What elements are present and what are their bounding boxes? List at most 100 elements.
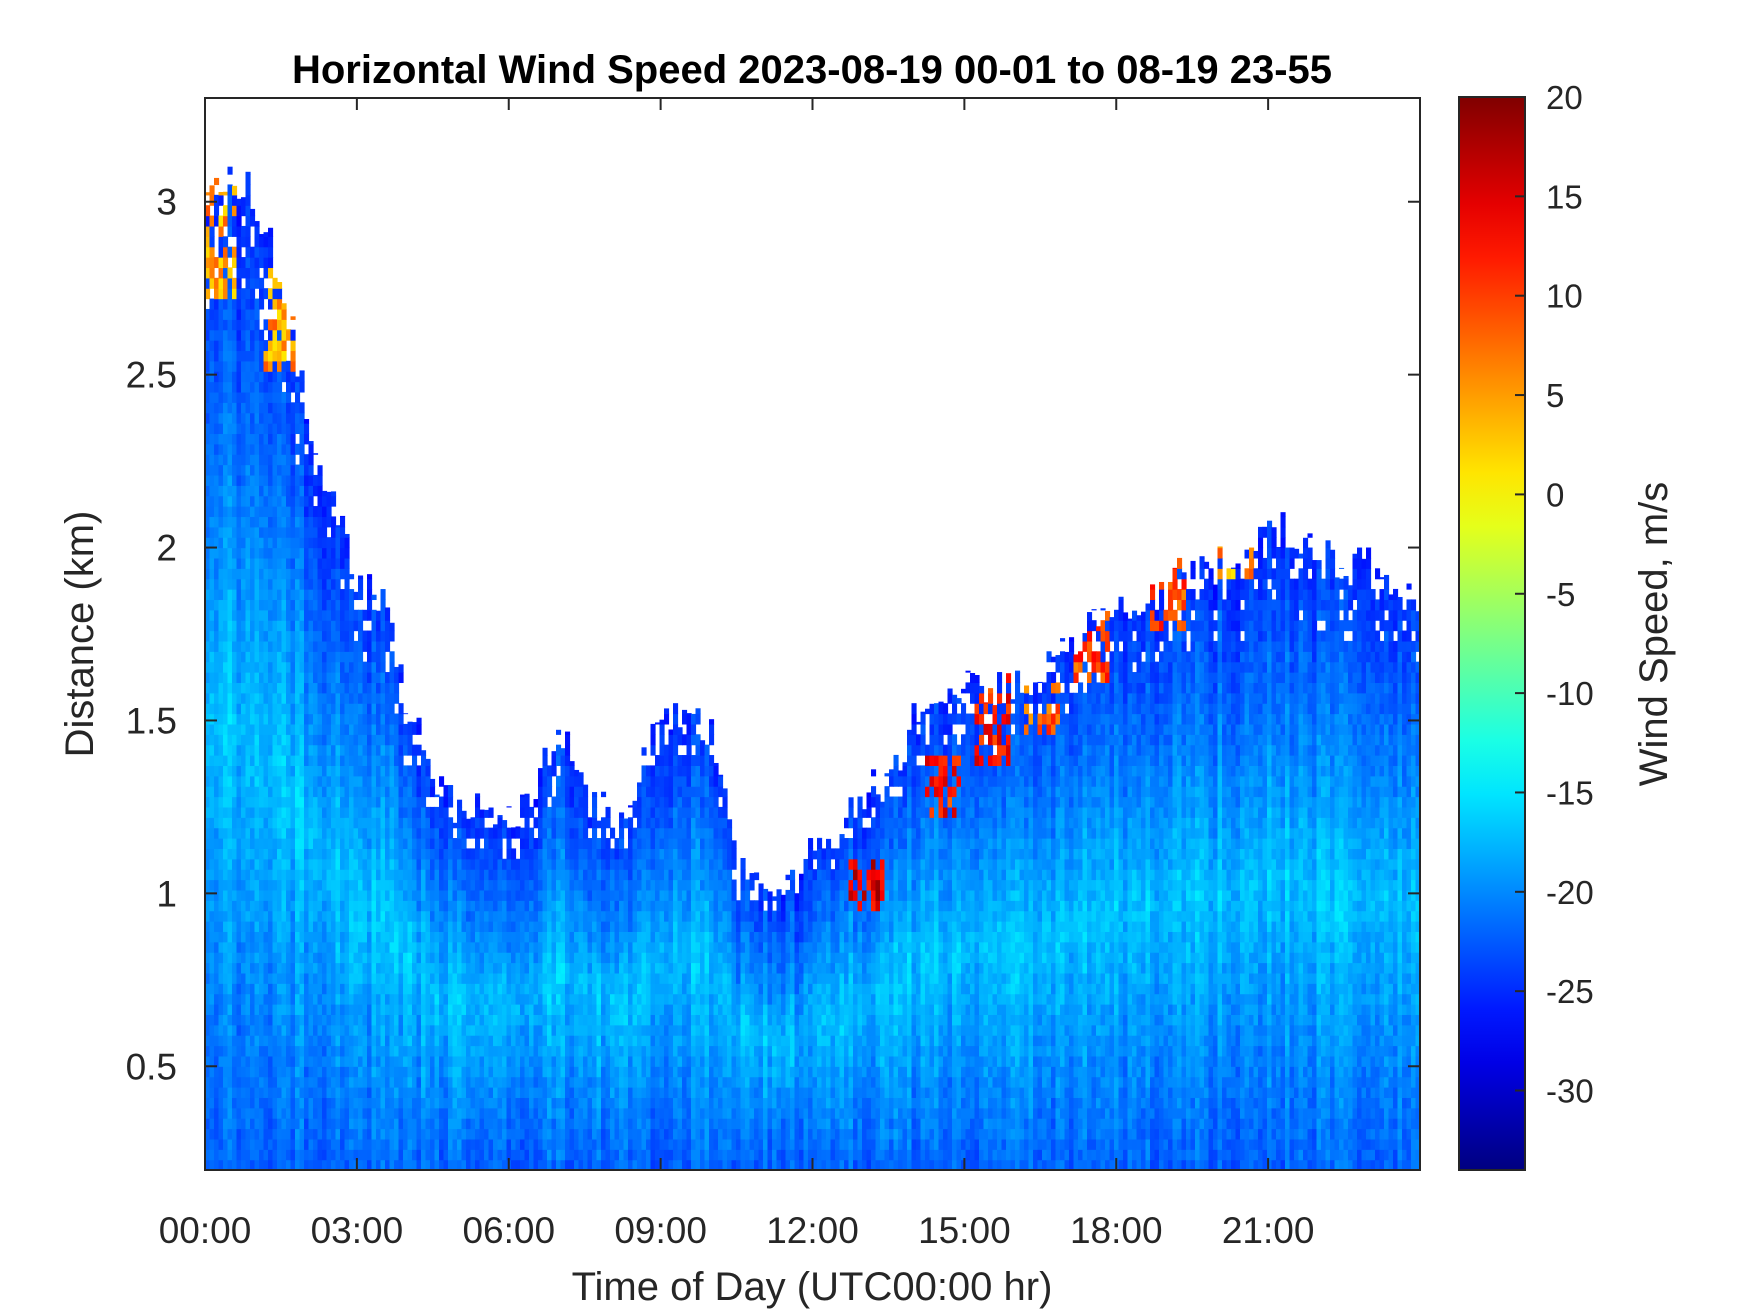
heatmap-cell xyxy=(565,817,571,829)
heatmap-cell xyxy=(448,921,454,932)
heatmap-cell xyxy=(295,443,301,455)
heatmap-cell xyxy=(218,921,224,932)
heatmap-cell xyxy=(425,1076,431,1088)
heatmap-cell xyxy=(263,889,269,901)
heatmap-cell xyxy=(340,993,346,1005)
heatmap-cell xyxy=(421,869,427,881)
heatmap-cell xyxy=(538,1004,544,1015)
heatmap-cell xyxy=(389,962,395,974)
heatmap-cell xyxy=(214,931,220,943)
heatmap-cell xyxy=(578,1045,584,1057)
heatmap-cell xyxy=(497,983,503,995)
heatmap-cell xyxy=(497,817,503,829)
heatmap-cell xyxy=(538,796,544,808)
heatmap-cell xyxy=(448,796,454,808)
heatmap-cell xyxy=(506,1087,512,1098)
heatmap-cell xyxy=(214,177,220,186)
heatmap-cell xyxy=(317,879,323,891)
heatmap-cell xyxy=(218,1097,224,1109)
heatmap-cell xyxy=(281,516,287,528)
heatmap-cell xyxy=(358,1045,364,1057)
heatmap-cell xyxy=(515,910,521,922)
heatmap-cell xyxy=(506,931,512,943)
heatmap-cell xyxy=(542,1024,548,1036)
heatmap-cell xyxy=(479,900,485,912)
heatmap-cell xyxy=(601,838,607,849)
heatmap-cell xyxy=(389,869,395,881)
heatmap-cell xyxy=(380,848,386,860)
heatmap-cell xyxy=(371,1107,377,1119)
heatmap-cell xyxy=(304,1045,310,1057)
heatmap-cell xyxy=(241,1004,247,1015)
heatmap-cell xyxy=(434,1128,440,1140)
heatmap-cell xyxy=(295,391,301,403)
heatmap-cell xyxy=(209,1159,215,1170)
heatmap-cell xyxy=(263,568,269,580)
heatmap-cell xyxy=(403,827,409,839)
heatmap-cell xyxy=(380,786,386,798)
heatmap-cell xyxy=(209,921,215,932)
heatmap-cell xyxy=(605,962,611,974)
heatmap-cell xyxy=(209,454,215,466)
heatmap-cell xyxy=(416,1159,422,1170)
heatmap-cell xyxy=(331,692,337,704)
heatmap-cell xyxy=(344,858,350,870)
heatmap-cell xyxy=(488,1066,494,1078)
heatmap-cell xyxy=(362,1128,368,1140)
heatmap-cell xyxy=(385,1107,391,1119)
heatmap-cell xyxy=(515,1014,521,1026)
heatmap-cell xyxy=(502,993,508,1005)
heatmap-cell xyxy=(232,557,238,569)
heatmap-cell xyxy=(587,1087,593,1098)
heatmap-cell xyxy=(367,1128,373,1140)
heatmap-cell xyxy=(457,972,463,984)
heatmap-cell xyxy=(542,827,548,839)
heatmap-cell xyxy=(299,879,305,891)
heatmap-cell xyxy=(560,921,566,932)
heatmap-cell xyxy=(398,952,404,964)
heatmap-cell xyxy=(268,1097,274,1109)
heatmap-cell xyxy=(223,371,229,383)
heatmap-cell xyxy=(412,900,418,912)
heatmap-cell xyxy=(241,848,247,860)
heatmap-cell xyxy=(340,672,346,684)
heatmap-cell xyxy=(578,772,584,777)
heatmap-cell xyxy=(425,962,431,974)
heatmap-cell xyxy=(529,1066,535,1078)
heatmap-cell xyxy=(272,340,278,352)
heatmap-cell xyxy=(331,775,337,787)
heatmap-cell xyxy=(583,1045,589,1057)
heatmap-cell xyxy=(326,755,332,766)
heatmap-cell xyxy=(560,1128,566,1140)
heatmap-cell xyxy=(295,381,301,393)
heatmap-cell xyxy=(232,900,238,912)
heatmap-cell xyxy=(326,1055,332,1067)
heatmap-cell xyxy=(425,1149,431,1161)
heatmap-cell xyxy=(214,838,220,849)
heatmap-cell xyxy=(326,620,332,632)
heatmap-cell xyxy=(457,1004,463,1015)
heatmap-cell xyxy=(308,1004,314,1015)
heatmap-cell xyxy=(326,630,332,642)
heatmap-cell xyxy=(434,1045,440,1057)
heatmap-cell xyxy=(533,858,539,870)
heatmap-cell xyxy=(245,371,251,383)
heatmap-cell xyxy=(610,952,616,964)
heatmap-cell xyxy=(241,340,247,352)
heatmap-cell xyxy=(241,692,247,704)
heatmap-cell xyxy=(506,1118,512,1130)
heatmap-cell xyxy=(241,983,247,995)
heatmap-cell xyxy=(232,391,238,403)
heatmap-cell xyxy=(313,526,319,538)
heatmap-cell xyxy=(362,1118,368,1130)
heatmap-cell xyxy=(205,910,211,922)
heatmap-cell xyxy=(560,1045,566,1057)
heatmap-cell xyxy=(416,1118,422,1130)
heatmap-cell xyxy=(218,755,224,766)
heatmap-cell xyxy=(209,744,215,756)
heatmap-cell xyxy=(209,526,215,538)
heatmap-cell xyxy=(583,962,589,974)
heatmap-cell xyxy=(268,329,274,341)
heatmap-cell xyxy=(349,1149,355,1161)
heatmap-cell xyxy=(506,1066,512,1078)
